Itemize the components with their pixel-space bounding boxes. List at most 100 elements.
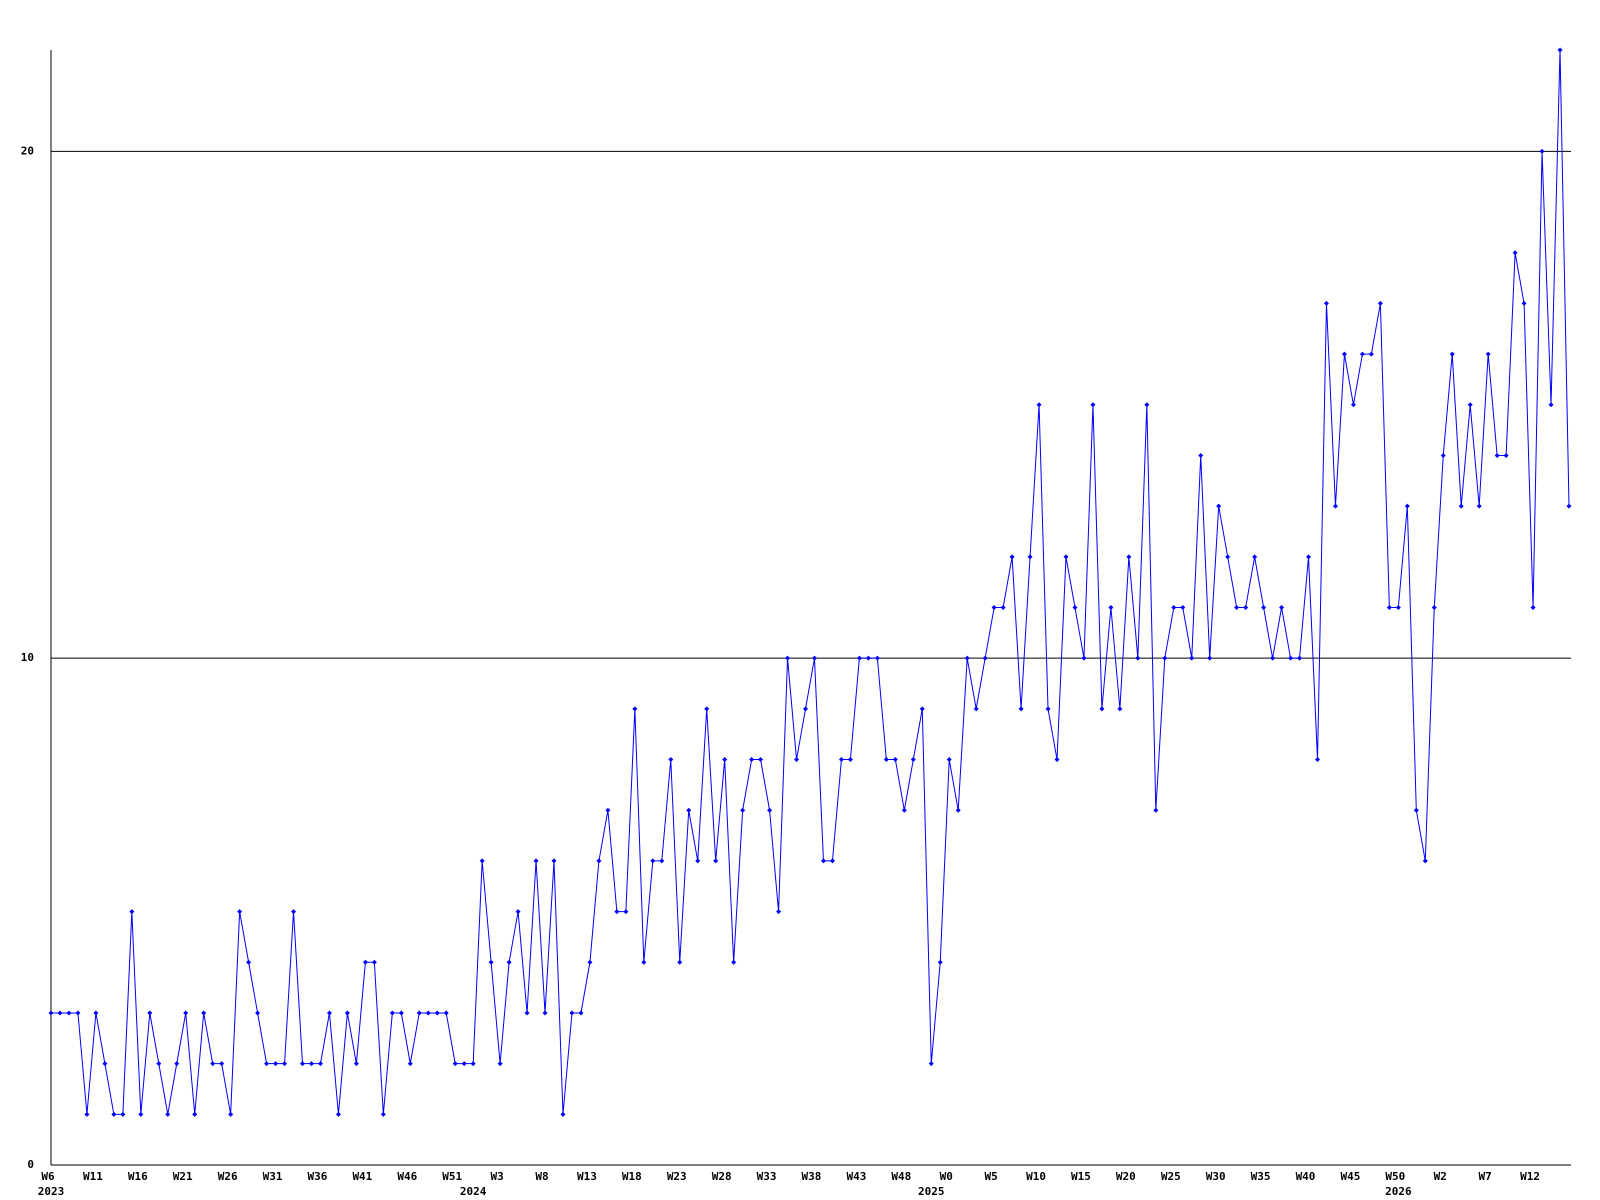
point-marker <box>255 1010 261 1016</box>
point-marker <box>605 807 611 813</box>
point-marker <box>416 1010 422 1016</box>
point-marker <box>838 757 844 763</box>
point-marker <box>856 655 862 661</box>
x-tick-label: W12 <box>1520 1170 1540 1183</box>
y-tick-label: 10 <box>21 651 34 664</box>
x-tick-label: W7 <box>1479 1170 1492 1183</box>
point-marker <box>1009 554 1015 560</box>
point-marker <box>1207 655 1213 661</box>
point-marker <box>380 1111 386 1117</box>
x-tick-label: W2 <box>1434 1170 1447 1183</box>
point-marker <box>183 1010 189 1016</box>
point-marker <box>659 858 665 864</box>
point-marker <box>461 1061 467 1067</box>
point-marker <box>749 757 755 763</box>
point-marker <box>722 757 728 763</box>
x-tick-label: W8 <box>535 1170 548 1183</box>
point-marker <box>1054 757 1060 763</box>
point-marker <box>1566 503 1572 509</box>
point-marker <box>335 1111 341 1117</box>
point-marker <box>1225 554 1231 560</box>
point-marker <box>1252 554 1258 560</box>
x-tick-label: W20 <box>1116 1170 1136 1183</box>
point-marker <box>1270 655 1276 661</box>
point-marker <box>506 959 512 965</box>
point-marker <box>650 858 656 864</box>
point-marker <box>1440 452 1446 458</box>
point-marker <box>803 706 809 712</box>
point-marker <box>1117 706 1123 712</box>
point-marker <box>865 655 871 661</box>
year-label: 2023 <box>38 1185 65 1198</box>
point-marker <box>1045 706 1051 712</box>
point-marker <box>147 1010 153 1016</box>
point-marker <box>1485 351 1491 357</box>
point-marker <box>84 1111 90 1117</box>
point-marker <box>1548 402 1554 408</box>
point-marker <box>138 1111 144 1117</box>
point-marker <box>524 1010 530 1016</box>
point-marker <box>1458 503 1464 509</box>
point-marker <box>264 1061 270 1067</box>
point-marker <box>1153 807 1159 813</box>
x-tick-label: W18 <box>622 1170 642 1183</box>
point-marker <box>362 959 368 965</box>
x-tick-label: W5 <box>985 1170 998 1183</box>
line <box>51 49 1570 1115</box>
point-marker <box>174 1061 180 1067</box>
x-tick-label: W16 <box>128 1170 148 1183</box>
point-marker <box>542 1010 548 1016</box>
point-marker <box>1314 757 1320 763</box>
point-marker <box>1243 605 1249 610</box>
point-marker <box>282 1061 288 1067</box>
point-marker <box>587 959 593 965</box>
point-marker <box>1216 503 1222 509</box>
point-marker <box>820 858 826 864</box>
point-marker <box>488 959 494 965</box>
point-marker <box>1198 452 1204 458</box>
point-marker <box>1261 605 1267 610</box>
point-marker <box>551 858 557 864</box>
point-marker <box>326 1010 332 1016</box>
point-marker <box>237 909 243 915</box>
point-marker <box>901 807 907 813</box>
point-marker <box>1135 655 1141 661</box>
point-marker <box>452 1061 458 1067</box>
point-marker <box>991 605 997 610</box>
point-marker <box>794 757 800 763</box>
point-marker <box>219 1061 225 1067</box>
point-marker <box>811 655 817 661</box>
point-marker <box>677 959 683 965</box>
point-marker <box>910 757 916 763</box>
point-marker <box>1431 605 1437 610</box>
point-marker <box>946 757 952 763</box>
x-tick-label: W36 <box>308 1170 328 1183</box>
point-marker <box>192 1111 198 1117</box>
point-marker <box>497 1061 503 1067</box>
point-marker <box>1332 503 1338 509</box>
x-tick-label: W31 <box>263 1170 283 1183</box>
x-tick-label: W3 <box>490 1170 503 1183</box>
point-marker <box>1467 402 1473 408</box>
point-marker <box>1341 351 1347 357</box>
x-tick-label: W23 <box>667 1170 687 1183</box>
point-marker <box>758 757 764 763</box>
x-tick-label: W40 <box>1296 1170 1316 1183</box>
point-marker <box>928 1061 934 1067</box>
point-marker <box>1036 402 1042 408</box>
x-tick-label: W10 <box>1026 1170 1046 1183</box>
x-tick-label: W43 <box>846 1170 866 1183</box>
x-tick-label: W0 <box>940 1170 953 1183</box>
x-tick-label: W25 <box>1161 1170 1181 1183</box>
point-marker <box>1449 351 1455 357</box>
point-marker <box>569 1010 575 1016</box>
point-marker <box>1072 605 1078 610</box>
x-tick-label: W35 <box>1251 1170 1271 1183</box>
point-marker <box>1090 402 1096 408</box>
point-marker <box>964 655 970 661</box>
x-tick-label: W48 <box>891 1170 911 1183</box>
point-marker <box>596 858 602 864</box>
point-marker <box>1521 300 1527 306</box>
point-marker <box>515 909 521 915</box>
point-marker <box>1189 655 1195 661</box>
